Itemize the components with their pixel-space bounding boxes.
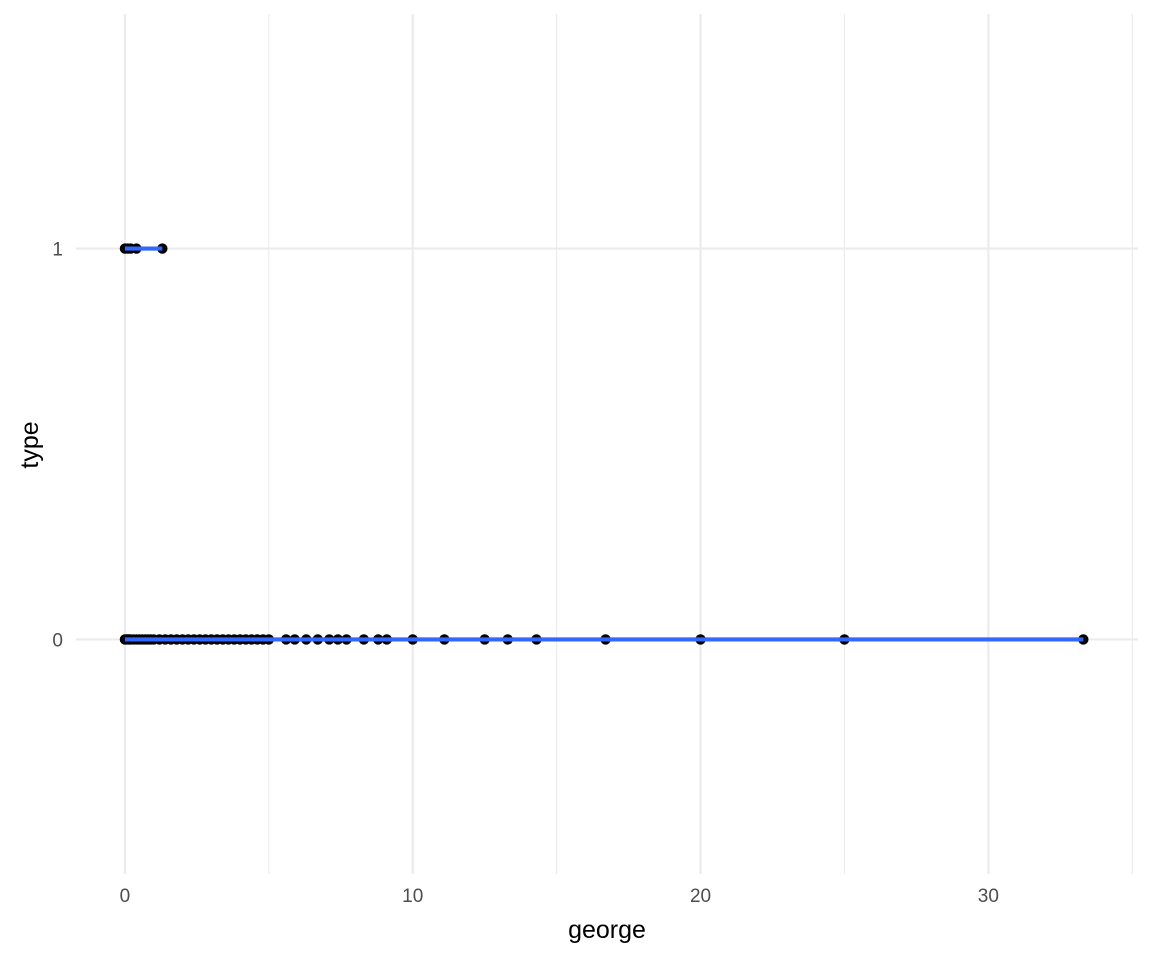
y-tick-label: 0 xyxy=(52,630,63,651)
x-axis-title: george xyxy=(568,916,646,944)
data-point xyxy=(1078,634,1089,645)
tick-labels: 0 10 20 30 0 1 xyxy=(52,240,998,907)
x-tick-label: 10 xyxy=(402,886,423,907)
y-tick-label: 1 xyxy=(52,240,63,261)
data-points xyxy=(119,243,1089,645)
grid-lines xyxy=(76,14,1138,874)
y-axis-title: type xyxy=(16,421,44,468)
x-tick-label: 0 xyxy=(120,886,131,907)
x-tick-label: 30 xyxy=(978,886,999,907)
x-tick-label: 20 xyxy=(690,886,711,907)
fit-lines xyxy=(124,246,1084,642)
